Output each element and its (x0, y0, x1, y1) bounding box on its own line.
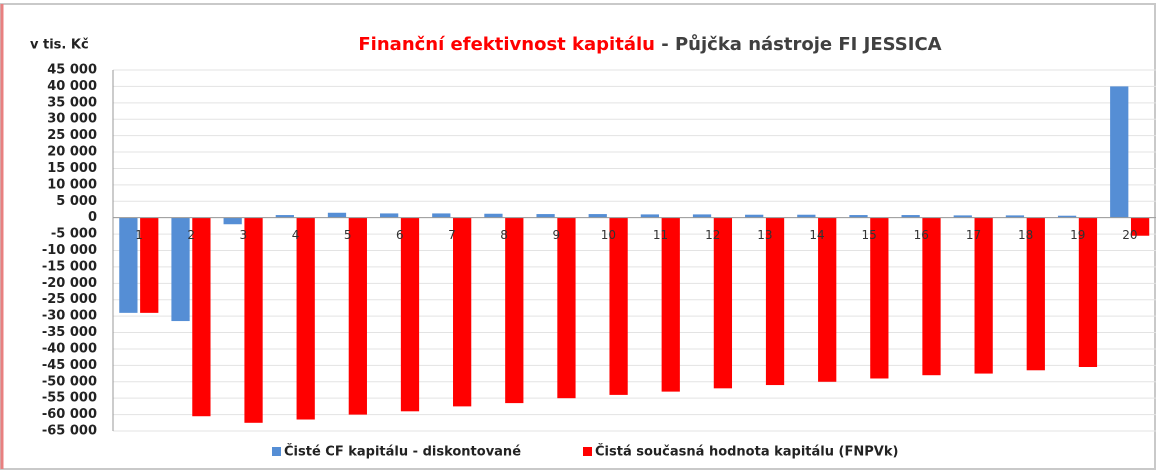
x-tick-label: 18 (1018, 228, 1033, 242)
y-tick-label: -60 000 (42, 407, 97, 422)
legend-swatch (583, 447, 592, 456)
bar (974, 217, 993, 374)
bar (119, 217, 138, 313)
y-tick-label: 10 000 (47, 177, 97, 192)
bar (275, 215, 294, 218)
x-tick-label: 19 (1070, 228, 1085, 242)
bar (1130, 217, 1150, 236)
bar (640, 214, 660, 218)
x-tick-label: 2 (187, 228, 195, 242)
x-tick-label: 8 (500, 228, 508, 242)
chart-title: Finanční efektivnost kapitálu - Půjčka n… (358, 33, 941, 55)
x-tick-label: 20 (1122, 228, 1137, 242)
bar (797, 214, 816, 218)
subtitle: - Půjčka nástroje FI JESSICA (661, 33, 941, 55)
bar (692, 214, 712, 218)
bar (171, 217, 190, 322)
y-tick-label: 15 000 (47, 161, 97, 176)
bar (1110, 86, 1129, 218)
bar (296, 217, 315, 420)
y-tick-label: -20 000 (42, 276, 97, 291)
x-tick-label: 3 (240, 228, 248, 242)
bar (870, 217, 889, 379)
bar (223, 217, 242, 225)
y-tick-label: -50 000 (42, 374, 97, 389)
y-tick-label: -15 000 (42, 259, 97, 274)
y-tick-label: 35 000 (47, 95, 97, 110)
title: Finanční efektivnost kapitálu (358, 34, 655, 55)
y-tick-label: 0 (88, 210, 97, 225)
x-tick-label: 15 (862, 228, 877, 242)
y-tick-label: -35 000 (42, 325, 97, 340)
x-tick-label: 9 (552, 228, 560, 242)
bar (713, 217, 733, 389)
bar (400, 217, 420, 412)
bar (818, 217, 837, 382)
x-tick-label: 16 (914, 228, 929, 242)
y-tick-label: -40 000 (42, 341, 97, 356)
bar (432, 213, 451, 218)
bar (484, 213, 503, 218)
legend-label: Čisté CF kapitálu - diskontované (284, 444, 521, 460)
bar (588, 214, 607, 218)
y-tick-label: 45 000 (47, 63, 97, 78)
x-tick-label: 5 (344, 228, 352, 242)
legend-label: Čistá současná hodnota kapitálu (FNPVk) (595, 444, 898, 460)
y-tick-label: -25 000 (42, 292, 97, 307)
y-tick-label: -65 000 (42, 424, 97, 439)
y-tick-label: -45 000 (42, 358, 97, 373)
y-tick-label: 5 000 (56, 194, 97, 209)
x-tick-label: 1 (135, 228, 143, 242)
bar (1057, 215, 1077, 218)
y-tick-label: 30 000 (47, 112, 97, 127)
x-tick-label: 13 (757, 228, 772, 242)
y-tick-label: -55 000 (42, 391, 97, 406)
y-tick-label: 40 000 (47, 79, 97, 94)
bar (453, 217, 472, 407)
bar (348, 217, 367, 415)
bar (1005, 215, 1025, 218)
bar (849, 215, 868, 218)
bar (505, 217, 524, 404)
x-tick-label: 11 (653, 228, 668, 242)
x-tick-label: 14 (809, 228, 824, 242)
y-tick-label: 20 000 (47, 145, 97, 160)
bar (536, 214, 555, 218)
bar (661, 217, 680, 392)
x-tick-label: 10 (601, 228, 616, 242)
bar (953, 215, 972, 218)
bar (1078, 217, 1098, 368)
bar (901, 215, 920, 218)
bar (557, 217, 576, 399)
y-tick-label: -10 000 (42, 243, 97, 258)
y-tick-label: 25 000 (47, 128, 97, 143)
x-tick-label: 17 (966, 228, 981, 242)
x-tick-label: 12 (705, 228, 720, 242)
bar (140, 217, 159, 313)
bar (192, 217, 211, 417)
x-tick-label: 6 (396, 228, 404, 242)
y-axis-label: v tis. Kč (30, 38, 89, 53)
x-tick-label: 7 (448, 228, 456, 242)
bar (244, 217, 263, 423)
bar (1026, 217, 1045, 371)
bar (609, 217, 628, 395)
legend-swatch (272, 447, 281, 456)
bar (765, 217, 785, 386)
bar (380, 213, 399, 218)
bar (745, 214, 764, 218)
x-tick-label: 4 (292, 228, 300, 242)
bar (922, 217, 941, 376)
bar (327, 212, 347, 218)
y-tick-label: -30 000 (42, 309, 97, 324)
y-tick-label: -5 000 (51, 227, 97, 242)
